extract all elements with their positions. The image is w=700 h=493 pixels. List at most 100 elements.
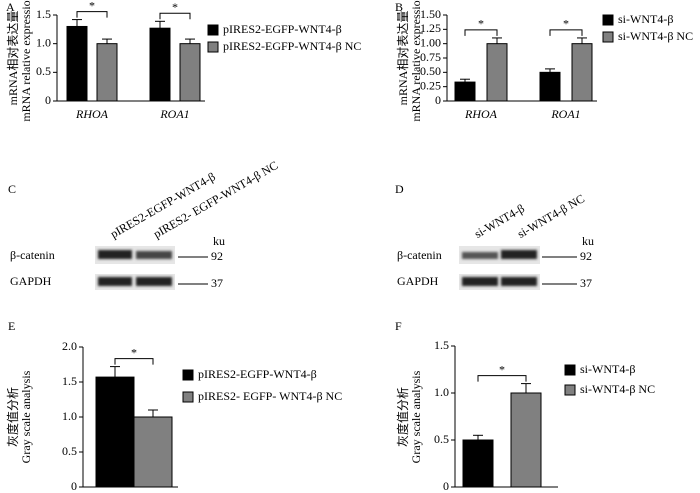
bar	[149, 27, 171, 102]
error-bar	[460, 78, 470, 83]
panel-letter: F	[395, 319, 402, 333]
bar	[571, 43, 593, 102]
bar	[539, 71, 561, 102]
y-tick-label: 0.5	[62, 444, 77, 458]
bar	[462, 439, 494, 488]
bar	[454, 81, 476, 102]
panel-d: D si-WNT4-β si-WNT4-β NC β-catenin GAPDH…	[395, 182, 594, 290]
panel-letter: C	[8, 182, 16, 196]
unit: ku	[213, 234, 225, 248]
row-label: β-catenin	[397, 248, 442, 262]
y-tick-label: 0.5	[434, 432, 449, 446]
band	[501, 250, 537, 259]
y-tick-label: 2.0	[62, 339, 77, 353]
y-tick-label: 0.75	[420, 50, 441, 64]
chart-panel: F 灰度值分析 Gray scale analysis 0 0.5 1.0 1.5 * si-W…	[395, 319, 655, 493]
y-tick-label: 1.0	[434, 385, 449, 399]
significance-label: *	[172, 0, 178, 14]
y-tick-label: 0.25	[420, 78, 441, 92]
y-tick-label: 0	[45, 93, 51, 107]
significance-bracket	[464, 29, 498, 36]
bar	[95, 376, 135, 488]
legend-label: si-WNT4-β	[580, 362, 635, 376]
marker: 37	[580, 276, 592, 290]
x-tick-label: ROA1	[550, 107, 580, 121]
y-axis-label: mRNA relative expression	[19, 0, 33, 122]
band	[462, 252, 498, 259]
significance-bracket	[549, 29, 583, 36]
legend-label: si-WNT4-β	[618, 12, 673, 26]
y-tick-label: 0	[71, 479, 77, 493]
y-tick-label: 0	[435, 93, 441, 107]
y-tick-label: 1.0	[36, 35, 51, 49]
lane-label: si-WNT4-β NC	[515, 191, 587, 241]
legend-label: pIRES2-EGFP-WNT4-β NC	[223, 39, 361, 53]
legend-swatch	[207, 41, 219, 53]
y-tick-label: 1.5	[36, 7, 51, 21]
error-bar	[110, 366, 120, 378]
bar	[510, 392, 542, 488]
error-bar	[148, 409, 158, 417]
y-tick-label: 1.00	[420, 35, 441, 49]
band	[98, 250, 132, 259]
band	[98, 277, 132, 286]
unit: ku	[582, 234, 594, 248]
significance-label: *	[563, 17, 569, 31]
y-axis-label: mRNA相对表达量	[396, 11, 410, 106]
legend-label: pIRES2- EGFP- WNT4-β NC	[198, 389, 342, 403]
legend-swatch	[182, 391, 194, 403]
legend-label: si-WNT4-β NC	[580, 382, 655, 396]
panel-letter: B	[395, 0, 403, 14]
panel-letter: E	[8, 319, 15, 333]
error-bar	[473, 434, 483, 440]
significance-bracket	[114, 358, 154, 365]
y-axis-label: mRNA相对表达量	[6, 11, 20, 106]
error-bar	[185, 38, 195, 44]
band	[501, 277, 537, 286]
marker: 37	[211, 276, 223, 290]
y-tick-label: 1.50	[420, 7, 441, 21]
y-axis-label: Gray scale analysis	[409, 370, 423, 463]
panel-c: C pIRES2-EGFP-WNT4-β pIRES2- EGFP-WNT4-β…	[8, 158, 280, 290]
significance-bracket	[477, 375, 527, 382]
legend-label: pIRES2-EGFP-WNT4-β	[223, 22, 342, 36]
row-label: GAPDH	[10, 274, 52, 288]
error-bar	[492, 37, 502, 44]
bar	[96, 43, 118, 102]
x-tick-label: ROA1	[159, 107, 189, 121]
y-axis-label: 灰度值分析	[395, 387, 410, 447]
significance-bracket	[76, 11, 108, 18]
y-tick-label: 0.5	[36, 64, 51, 78]
y-tick-label: 1.25	[420, 21, 441, 35]
legend-swatch	[564, 384, 576, 396]
significance-label: *	[478, 17, 484, 31]
significance-bracket	[159, 12, 191, 20]
legend-swatch	[207, 24, 219, 36]
marker: 92	[211, 249, 223, 263]
y-tick-label: 0.50	[420, 64, 441, 78]
legend-swatch	[602, 14, 614, 26]
y-axis-label: 灰度值分析	[5, 387, 20, 447]
x-tick-label: RHOA	[75, 107, 109, 121]
band	[462, 277, 498, 286]
y-axis-label: Gray scale analysis	[19, 370, 33, 463]
y-tick-label: 0	[443, 479, 449, 493]
y-tick-label: 1.5	[62, 374, 77, 388]
legend-swatch	[182, 369, 194, 381]
band	[136, 277, 172, 286]
significance-label: *	[499, 362, 505, 376]
y-tick-label: 1.0	[62, 409, 77, 423]
significance-label: *	[131, 345, 137, 359]
marker: 92	[580, 249, 592, 263]
error-bar	[72, 19, 82, 27]
bar	[66, 25, 88, 102]
row-label: β-catenin	[10, 248, 55, 262]
x-tick-label: RHOA	[464, 107, 498, 121]
bar	[179, 43, 201, 102]
y-axis-label: mRNA relative expression	[409, 0, 423, 122]
bar	[133, 416, 173, 488]
band	[136, 251, 172, 259]
